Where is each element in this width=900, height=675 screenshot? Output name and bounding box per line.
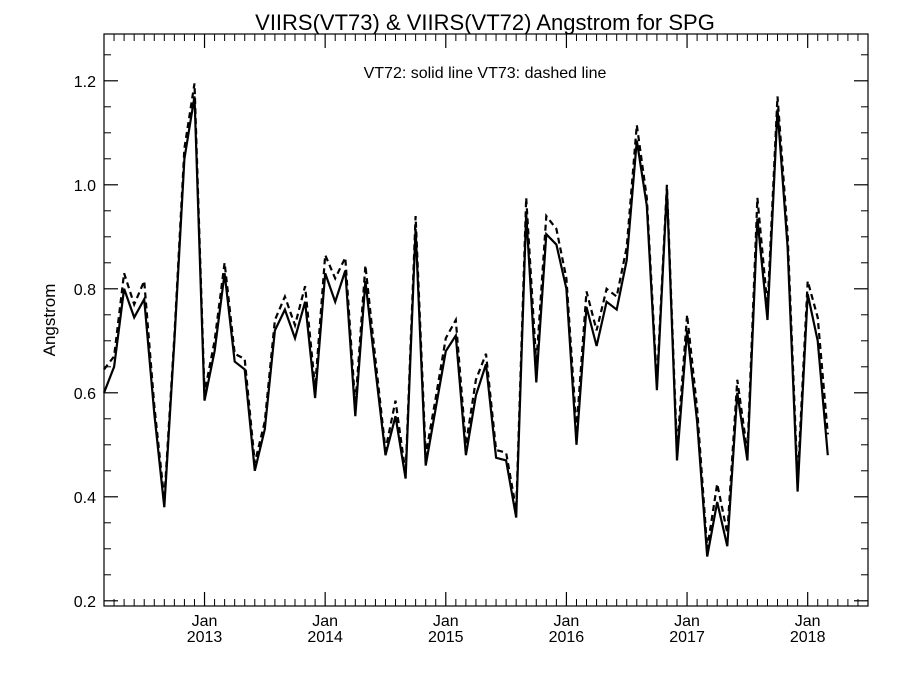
x-tick-label-month: Jan xyxy=(674,613,700,630)
y-tick-label: 0.6 xyxy=(74,386,96,403)
series-vt73-line xyxy=(103,83,829,549)
x-tick-label-year: 2014 xyxy=(307,629,343,646)
y-tick-label: 0.2 xyxy=(74,594,96,611)
y-tick-label: 1.2 xyxy=(74,74,96,91)
x-axis: Jan2013Jan2014Jan2015Jan2016Jan2017Jan20… xyxy=(103,34,869,646)
x-tick-label-month: Jan xyxy=(795,613,821,630)
x-tick-label-year: 2015 xyxy=(428,629,464,646)
x-tick-label-month: Jan xyxy=(433,613,459,630)
y-tick-label: 0.8 xyxy=(74,282,96,299)
legend-annotation: VT72: solid line VT73: dashed line xyxy=(364,65,607,82)
y-axis: 0.2 0.4 0.6 0.8 1.0 1.2 xyxy=(74,54,868,611)
x-tick-label-year: 2016 xyxy=(549,629,585,646)
x-tick-label-year: 2018 xyxy=(790,629,826,646)
series-vt72-line xyxy=(102,96,829,557)
x-tick-label-year: 2013 xyxy=(187,629,223,646)
x-tick-label-year: 2017 xyxy=(669,629,705,646)
x-tick-label-month: Jan xyxy=(312,613,338,630)
series-layer xyxy=(102,83,829,557)
y-tick-label: 1.0 xyxy=(74,178,96,195)
x-tick-label-month: Jan xyxy=(192,613,218,630)
y-axis-label: Angstrom xyxy=(40,284,59,357)
x-tick-label-month: Jan xyxy=(554,613,580,630)
chart-title: VIIRS(VT73) & VIIRS(VT72) Angstrom for S… xyxy=(255,10,715,35)
y-tick-label: 0.4 xyxy=(74,490,96,507)
